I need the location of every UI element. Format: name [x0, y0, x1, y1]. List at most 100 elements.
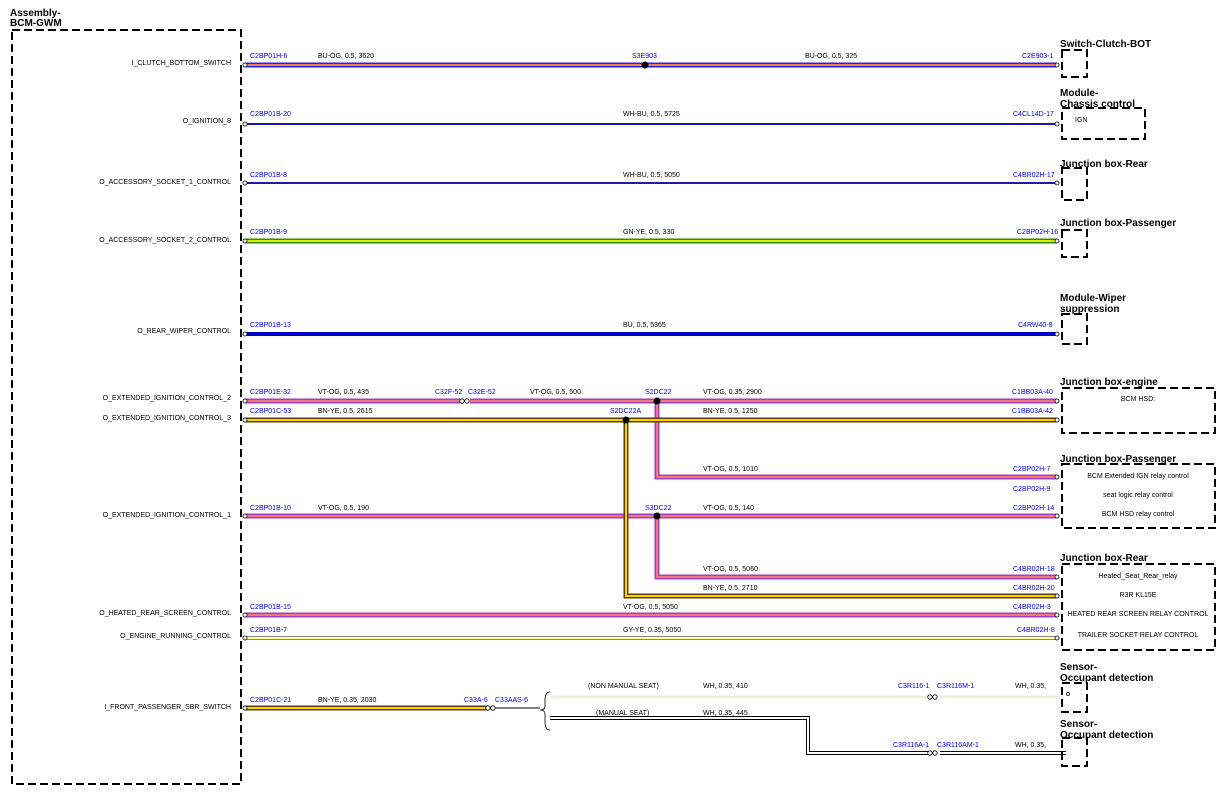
component-label: TRAILER SOCKET RELAY CONTROL: [1078, 632, 1199, 639]
component-title: Occupant detection: [1060, 673, 1153, 684]
component-title: Junction box-Rear: [1060, 159, 1148, 170]
pin: [1054, 474, 1060, 480]
pin-label: O_ENGINE_RUNNING_CONTROL: [120, 633, 231, 640]
splice: [641, 61, 649, 69]
wire-label: VT-OG, 0.5, 1010: [703, 466, 758, 473]
pin: [242, 612, 248, 618]
pin: [242, 62, 248, 68]
connector: [490, 705, 496, 711]
splice: [653, 512, 661, 520]
connector-label: C2BP02H-14: [1013, 505, 1054, 512]
component-label: BCM HSD:: [1121, 396, 1155, 403]
component-box: [1061, 682, 1088, 713]
connector-label: C2BP01B-15: [250, 604, 291, 611]
component-label: HEATED REAR SCREEN RELAY CONTROL: [1068, 611, 1209, 618]
wire-label: GY-YE, 0.35, 5050: [623, 627, 681, 634]
wire-label: WH-BU, 0.5, 5725: [623, 111, 680, 118]
wire-label: BU, 0.5, 5365: [623, 322, 666, 329]
pin: [1054, 417, 1060, 423]
pin-label: O_EXTENDED_IGNITION_CONTROL_2: [103, 395, 231, 402]
pin: [1054, 238, 1060, 244]
connector-label: C2BP01B-20: [250, 111, 291, 118]
connector-label: C3R116-1: [898, 683, 929, 690]
wire-core: [656, 516, 1057, 578]
wire-label: VT-OG, 0.5, 5060: [703, 566, 758, 573]
component-title: Junction box-Passenger: [1060, 218, 1176, 229]
connector: [927, 694, 933, 700]
wire-label: VT-OG, 0.5, 190: [318, 505, 369, 512]
wire: [550, 716, 930, 755]
pin: [242, 513, 248, 519]
connector-label: C33AAS-6: [495, 697, 528, 704]
wire-label: WH, 0.35,: [1015, 742, 1046, 749]
connector: [464, 398, 470, 404]
wire-label: (NON MANUAL SEAT): [588, 683, 659, 690]
component-title: Module-: [1060, 88, 1098, 99]
assembly-box: [11, 29, 242, 785]
component-label: IGN: [1075, 117, 1087, 124]
component-label: R3R KL15E: [1120, 592, 1157, 599]
wire-core: [625, 420, 1057, 597]
component-title: Switch-Clutch-BOT: [1060, 39, 1151, 50]
pin-label: O_ACCESSORY_SOCKET_2_CONTROL: [99, 237, 231, 244]
pin-label: O_EXTENDED_IGNITION_CONTROL_3: [103, 415, 231, 422]
wire-label: BN-YE, 0.35, 2030: [318, 697, 376, 704]
pin-label: O_ACCESSORY_SOCKET_1_CONTROL: [99, 179, 231, 186]
component-box: [1061, 737, 1088, 767]
connector-label: C4BR02H-8: [1017, 627, 1055, 634]
connector-label: C2BP02H-9: [1013, 486, 1050, 493]
component-label: BCM Extended IGN relay control: [1087, 473, 1189, 480]
pin-label: O_IGNITION_8: [183, 118, 231, 125]
pin: [242, 180, 248, 186]
connector-label: S2DC22: [645, 389, 672, 396]
pin: [1054, 513, 1060, 519]
component-title: Occupant detection: [1060, 730, 1153, 741]
wire-label: VT-OG, 0.35, 2900: [703, 389, 762, 396]
connector: [459, 398, 465, 404]
connector-label: C4BR02H-3: [1013, 604, 1051, 611]
wire-label: WH, 0.35, 445: [703, 710, 748, 717]
component-box: [1061, 107, 1146, 140]
component-box: [1061, 167, 1088, 201]
wire-label: GN-YE, 0.5, 330: [623, 229, 674, 236]
wire-label: VT-OG, 0.5, 435: [318, 389, 369, 396]
connector-label: C4CL14D-17: [1013, 111, 1054, 118]
component-title: Sensor-: [1060, 719, 1097, 730]
component-title: Junction box-engine: [1060, 377, 1158, 388]
connector: [927, 750, 933, 756]
pin: [242, 705, 248, 711]
connector-label: C2BP01B-9: [250, 229, 287, 236]
pin: [242, 417, 248, 423]
pin: [1054, 62, 1060, 68]
connector: [932, 694, 938, 700]
component-title: suppression: [1060, 304, 1119, 315]
component-label: seat logic relay control: [1103, 492, 1173, 499]
pin: [242, 121, 248, 127]
component-title: Module-Wiper: [1060, 293, 1126, 304]
connector-label: C2BP01B-7: [250, 627, 287, 634]
component-title: Sensor-: [1060, 662, 1097, 673]
pin-label: I_CLUTCH_BOTTOM_SWITCH: [132, 60, 231, 67]
connector-label: C2BP01B-13: [250, 322, 291, 329]
pin-label: O_HEATED_REAR_SCREEN_CONTROL: [99, 610, 231, 617]
pin: [1054, 574, 1060, 580]
component-box: [1061, 229, 1088, 258]
pin: [242, 238, 248, 244]
connector-label: C4BR02H-18: [1013, 566, 1055, 573]
component-box: [1061, 463, 1216, 529]
pin-label: O_REAR_WIPER_CONTROL: [137, 328, 231, 335]
wire-label: BU-OG, 0.5, 325: [805, 53, 857, 60]
connector-label: C2BP01H-6: [250, 53, 287, 60]
connector-label: C2E903-1: [1022, 53, 1054, 60]
splice: [653, 397, 661, 405]
wire-label: BN-YE, 0.5, 2710: [703, 585, 758, 592]
connector-label: C1BB03A-40: [1012, 389, 1053, 396]
wire-label: WH-BU, 0.5, 5050: [623, 172, 680, 179]
connector: [485, 705, 491, 711]
pin: [242, 331, 248, 337]
connector-label: C2BP01C-21: [250, 697, 291, 704]
wire-label: BN-YE, 0.5, 1250: [703, 408, 758, 415]
pin: [1054, 331, 1060, 337]
wire-label: WH, 0.35, 410: [703, 683, 748, 690]
